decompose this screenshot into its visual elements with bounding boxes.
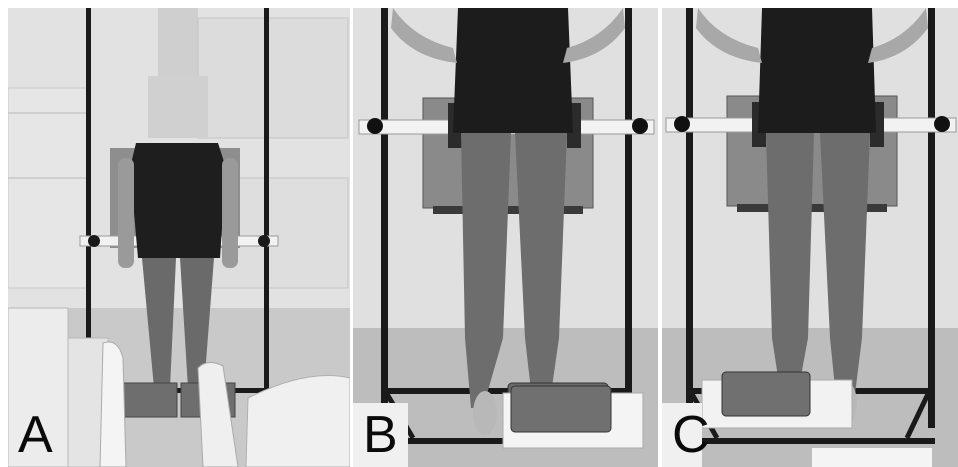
- panel-label: B: [363, 406, 398, 464]
- panel-label: C: [672, 406, 710, 464]
- panel-b-photo: B: [353, 8, 658, 467]
- panel-a-scene: [8, 8, 350, 467]
- panel-c-scene: [662, 8, 958, 467]
- panel-c-photo: C: [662, 8, 958, 467]
- panel-label: A: [18, 406, 53, 464]
- panel-a-photo: A: [8, 8, 350, 467]
- panel-b-scene: [353, 8, 658, 467]
